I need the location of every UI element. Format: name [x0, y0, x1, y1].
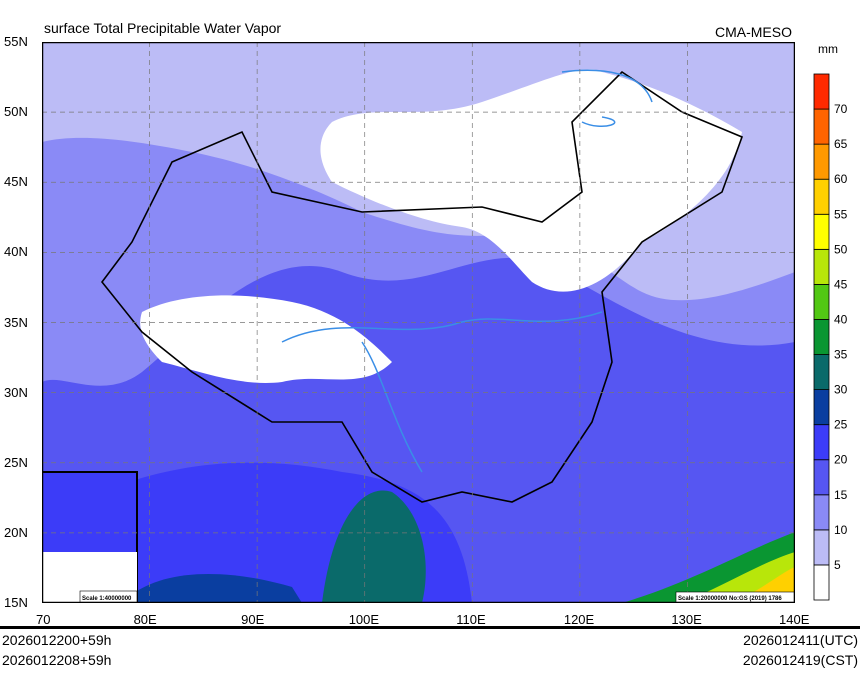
inset-scale-label: Scale 1:40000000: [82, 596, 132, 602]
colorbar-swatch: [813, 459, 830, 496]
latitude-label: 45N: [4, 174, 28, 190]
region-below-5-tibet: [140, 295, 392, 383]
colorbar-tick-label: 10: [834, 523, 848, 537]
colorbar-tick-label: 45: [834, 277, 848, 291]
latitude-label: 55N: [4, 34, 28, 49]
precipitable-water-map: Scale 1:40000000 Scale 1:20000000 No:GS …: [42, 42, 795, 603]
colorbar-swatch: [813, 319, 830, 355]
colorbar-swatch: [813, 248, 830, 285]
colorbar-swatch: [813, 73, 830, 110]
colorbar-tick-label: 40: [834, 312, 848, 326]
rivers: [281, 69, 653, 473]
longitude-label: 80E: [133, 612, 157, 627]
map-title: surface Total Precipitable Water Vapor: [44, 20, 282, 36]
colorbar-swatch: [813, 564, 830, 601]
latitude-label: 20N: [4, 524, 28, 540]
longitude-label: 140E: [779, 612, 810, 627]
valid-time-cst: 2026012419(CST): [742, 652, 858, 668]
china-border: [100, 70, 744, 503]
map-frame: [42, 42, 795, 603]
region-below-5-north: [320, 69, 742, 292]
colorbar-unit: mm: [818, 42, 838, 56]
latitude-label: 30N: [4, 384, 28, 400]
colorbar-tick-label: 35: [834, 348, 848, 362]
latitude-label: 25N: [4, 454, 28, 470]
colorbar-swatch: [813, 143, 830, 180]
colorbar-swatch: [813, 424, 830, 461]
latitude-label: 50N: [4, 104, 28, 120]
init-time-utc: 2026012200+59h: [2, 632, 112, 648]
longitude-label: 120E: [563, 612, 595, 627]
colorbar-tick-label: 30: [834, 383, 848, 397]
colorbar-swatch: [813, 529, 830, 566]
colorbar-swatch: [813, 494, 830, 531]
colorbar-tick-label: 70: [834, 102, 848, 116]
gridlines: [42, 42, 795, 603]
colorbar-swatch: [813, 213, 830, 250]
colorbar-tick-label: 65: [834, 137, 848, 151]
colorbar-swatch: [813, 389, 830, 426]
longitude-label: 70: [36, 612, 51, 627]
colorbar-swatch: [813, 178, 830, 215]
longitude-label: 90E: [241, 612, 265, 627]
colorbar-tick-label: 5: [834, 558, 841, 572]
colorbar-tick-label: 50: [834, 242, 848, 256]
longitude-label: 110E: [456, 612, 486, 627]
colorbar-swatch: [813, 283, 830, 320]
colorbar-tick-label: 15: [834, 488, 848, 502]
colorbar-tick-label: 55: [834, 207, 848, 221]
latitude-label: 40N: [4, 244, 28, 260]
model-source: CMA-MESO: [715, 24, 792, 40]
latitude-label: 15N: [4, 595, 28, 610]
colorbar-tick-label: 25: [834, 418, 848, 432]
colorbar-tick-label: 20: [834, 453, 848, 467]
longitude-label: 100E: [348, 612, 380, 627]
colorbar-swatch: [813, 108, 830, 145]
main-scale-label: Scale 1:20000000 No:GS (2019) 1786: [678, 596, 782, 602]
colorbar-tick-label: 60: [834, 172, 848, 186]
longitude-label: 130E: [671, 612, 702, 627]
latitude-label: 35N: [4, 314, 28, 330]
init-time-cst: 2026012208+59h: [2, 652, 112, 668]
colorbar-swatch: [813, 354, 830, 390]
valid-time-utc: 2026012411(UTC): [743, 632, 858, 648]
